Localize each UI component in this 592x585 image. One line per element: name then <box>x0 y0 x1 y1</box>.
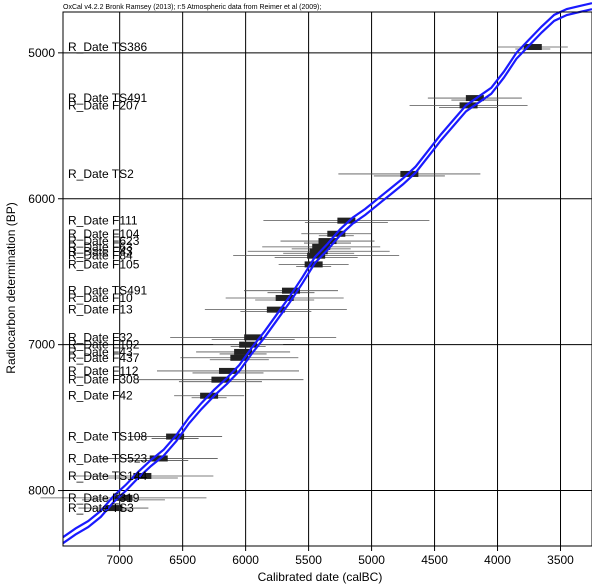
x-axis-ticks: 7000 6500 6000 5500 5000 4500 4000 3500 <box>106 546 574 567</box>
date-label: R_Date F437 <box>68 351 140 365</box>
x-tick-label: 4500 <box>421 553 448 567</box>
x-tick-label: 5500 <box>295 553 322 567</box>
x-axis-title: Calibrated date (calBC) <box>258 570 383 584</box>
date-marker <box>275 294 294 301</box>
date-marker <box>309 248 328 255</box>
date-marker <box>318 238 337 245</box>
date-label: R_Date F207 <box>68 98 140 112</box>
date-label: R_Date TS108 <box>68 430 147 444</box>
date-marker <box>133 472 152 479</box>
x-tick-label: 3500 <box>547 553 574 567</box>
date-label: R_Date F111 <box>68 214 138 228</box>
plot-frame <box>62 11 592 547</box>
date-marker <box>114 494 133 501</box>
date-label: R_Date TS386 <box>68 40 147 54</box>
date-label: R_Date F623 <box>68 234 140 248</box>
x-tick-label: 6500 <box>169 553 196 567</box>
date-label: R_Date F84 <box>68 249 133 263</box>
date-label: R_Date F102 <box>68 338 140 352</box>
date-label: R_Date TS491 <box>68 284 147 298</box>
x-tick-label: 6000 <box>232 553 259 567</box>
date-marker <box>104 505 123 512</box>
date-marker <box>459 102 478 109</box>
date-marker <box>400 170 419 177</box>
date-label: R_Date F319 <box>68 491 140 505</box>
plot-header: OxCal v4.2.2 Bronk Ramsey (2013); r:5 At… <box>63 4 321 11</box>
date-label: R_Date TS2 <box>68 167 134 181</box>
date-marker <box>230 354 249 361</box>
calibration-curve-lower <box>62 8 592 545</box>
calibration-curve <box>62 2 592 545</box>
x-tick-label: 7000 <box>106 553 133 567</box>
date-label: R_Date TS491 <box>68 91 147 105</box>
date-label: R_Date TS3 <box>68 501 134 515</box>
y-tick-label: 7000 <box>28 338 55 352</box>
date-label: R_Date F13 <box>68 303 133 317</box>
y-tick-label: 5000 <box>28 46 55 60</box>
date-label: R_Date F43 <box>68 244 133 258</box>
date-label: R_Date F42 <box>68 389 133 403</box>
date-label: R_Date F105 <box>68 257 140 271</box>
date-label: R_Date F112 <box>68 364 139 378</box>
date-label: R_Date F10 <box>68 291 133 305</box>
date-label: R_Date TS523 <box>68 451 147 465</box>
y-axis-title: Radiocarbon determination (BP) <box>4 202 18 373</box>
date-label: R_Date F104 <box>68 227 140 241</box>
y-tick-label: 6000 <box>28 192 55 206</box>
x-tick-label: 5000 <box>358 553 385 567</box>
y-axis-ticks: 5000 6000 7000 8000 <box>28 46 63 498</box>
date-label: R_Date TS144 <box>68 469 147 483</box>
calibration-curve-upper <box>62 2 592 539</box>
date-label: R_Date F32 <box>68 330 133 344</box>
date-marker <box>523 44 542 51</box>
grid-lines <box>63 12 592 546</box>
date-marker <box>239 341 258 348</box>
date-label: R_Date F308 <box>68 373 140 387</box>
date-marker <box>281 287 300 294</box>
date-label: R_Date F43 <box>68 345 133 359</box>
date-marker <box>218 367 237 374</box>
date-marker <box>244 334 263 341</box>
date-marker <box>211 376 230 383</box>
date-marker <box>337 217 356 224</box>
date-label: R_Date F63 <box>68 240 133 254</box>
date-marker <box>234 348 253 355</box>
date-marker <box>312 243 331 250</box>
x-tick-label: 4000 <box>484 553 511 567</box>
date-marker <box>266 306 285 313</box>
y-tick-label: 8000 <box>28 484 55 498</box>
